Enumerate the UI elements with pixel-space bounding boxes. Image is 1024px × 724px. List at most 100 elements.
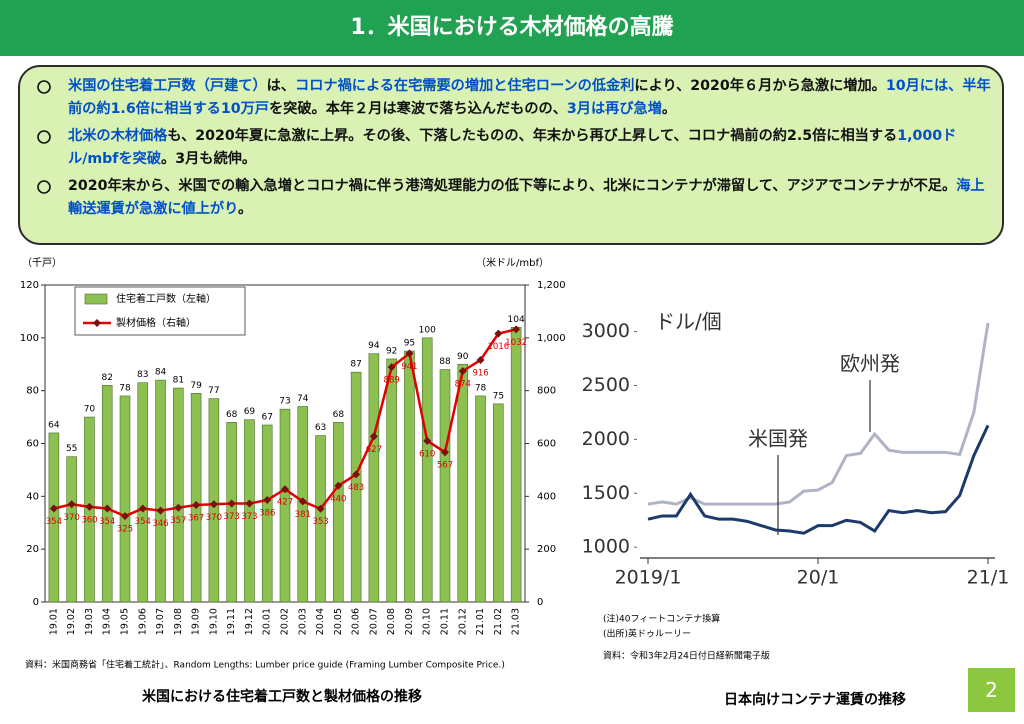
bar-value-label: 90 (457, 352, 469, 362)
x-tick-label: 19.06 (137, 608, 148, 635)
line-value-label: 889 (384, 376, 400, 386)
legend-label: 住宅着工戸数（左軸） (116, 292, 216, 305)
line-value-label: 1032 (505, 338, 527, 348)
bullet-text: 10月には、半年前の約1.6倍に相当する10万戸 (68, 78, 991, 117)
y-tick-label: 1500 (582, 482, 630, 504)
bullet-text: 海上輸送運賃が急激に値上がり (68, 178, 985, 217)
caption: 日本向けコンテナ運賃の推移 (724, 691, 906, 708)
bar (333, 422, 344, 603)
source: 資料：令和3年2月24日付日経新聞電子版 (603, 650, 770, 662)
x-tick-label: 19.07 (155, 608, 166, 635)
line-value-label: 354 (99, 517, 115, 527)
bar (66, 456, 77, 603)
x-tick-label: 19.03 (84, 608, 95, 635)
line-marker (405, 349, 414, 358)
bar-value-label: 55 (66, 444, 77, 454)
bar (475, 395, 486, 603)
line-marker (49, 504, 58, 513)
line-value-label: 610 (419, 449, 435, 459)
line-marker (387, 363, 396, 372)
bullet: 北米の木材価格も、2020年夏に急激に上昇。その後、下落したものの、年末から再び… (30, 125, 992, 171)
annotation: 米国発 (748, 427, 808, 451)
line-value-label: 1016 (488, 342, 510, 352)
bullet-text: 米国の住宅着工戸数（戸建て） (68, 78, 267, 94)
x-tick-label: 19.09 (191, 608, 202, 635)
line-marker (227, 499, 236, 508)
line-value-label: 381 (295, 510, 311, 520)
y2-tick-label: 600 (537, 439, 556, 450)
bullet-marker (37, 80, 51, 94)
y-tick-label: 80 (26, 386, 39, 397)
line-marker (209, 500, 218, 509)
line-marker (192, 501, 201, 510)
y2-tick-label: 800 (537, 386, 556, 397)
bar-value-label: 95 (404, 339, 415, 349)
line (647, 424, 990, 535)
y-axis-label: ドル/個 (655, 310, 722, 334)
x-tick-label: 19.04 (102, 608, 113, 635)
x-tick-label: 2019/1 (615, 567, 682, 589)
bar-value-label: 77 (208, 386, 219, 396)
y-axis-label: （千戸） (22, 257, 62, 269)
bar (421, 337, 433, 603)
line-marker (156, 506, 165, 515)
bar (350, 371, 362, 603)
bar (279, 408, 291, 603)
line-marker (476, 356, 485, 365)
line-value-label: 360 (81, 515, 97, 525)
line-marker (441, 448, 449, 457)
bar (261, 424, 273, 603)
bar-value-label: 92 (386, 346, 397, 356)
line-marker (85, 502, 94, 511)
x-tick-label: 19.11 (226, 608, 237, 635)
bar-value-label: 68 (226, 410, 238, 420)
title: 1．米国における木材価格の高騰 (350, 15, 674, 40)
x-tick-label: 20.07 (368, 608, 379, 635)
line-marker (369, 432, 378, 441)
line-value-label: 373 (224, 512, 240, 522)
line-value-label: 353 (312, 517, 328, 527)
x-tick-label: 19.05 (120, 608, 131, 635)
bar (404, 350, 415, 603)
bullet-text: 3月は再び急増 (566, 101, 662, 117)
page-number: 2 (968, 668, 1015, 712)
line-value-label: 567 (437, 461, 453, 471)
y2-tick-label: 1,200 (537, 280, 566, 291)
y-tick-label: 2500 (582, 374, 630, 396)
bar-value-label: 67 (261, 413, 272, 423)
x-tick-label: 20.06 (351, 608, 362, 635)
bar (48, 432, 60, 603)
line-marker (423, 436, 432, 445)
x-tick-label: 21.02 (493, 608, 504, 635)
line-marker (494, 329, 503, 338)
bar-value-label: 88 (439, 357, 451, 367)
note: (出所)英ドゥルーリー (603, 628, 691, 640)
y-tick-label: 120 (20, 280, 39, 291)
legend-swatch (84, 293, 108, 305)
bar (155, 379, 166, 603)
line-value-label: 354 (46, 517, 62, 527)
note: (注)40フィートコンテナ換算 (603, 613, 720, 625)
line-marker (67, 500, 76, 509)
x-tick-label: 20.08 (386, 608, 397, 635)
line-marker (334, 481, 343, 490)
line-value-label: 386 (259, 509, 275, 519)
bar-value-label: 79 (190, 381, 202, 391)
bar (439, 369, 451, 603)
line-value-label: 325 (117, 525, 133, 535)
bullet: 2020年末から、米国での輸入急増とコロナ禍に伴う港湾処理能力の低下等により、北… (30, 175, 992, 221)
y2-tick-label: 1,000 (537, 333, 566, 344)
bar-value-label: 84 (155, 368, 167, 378)
bar-value-label: 83 (137, 370, 148, 380)
bar-value-label: 74 (297, 394, 309, 404)
x-tick-label: 21.03 (511, 608, 522, 635)
y2-tick-label: 400 (537, 491, 556, 502)
bullet-text: は、 (266, 78, 296, 94)
bar (173, 387, 184, 603)
line-value-label: 370 (206, 513, 222, 523)
x-tick-label: 20.04 (315, 608, 326, 635)
bar-value-label: 75 (493, 391, 504, 401)
y-tick-label: 20 (26, 544, 39, 555)
bar-value-label: 104 (508, 315, 525, 325)
bullet-text: 。 (661, 101, 677, 117)
